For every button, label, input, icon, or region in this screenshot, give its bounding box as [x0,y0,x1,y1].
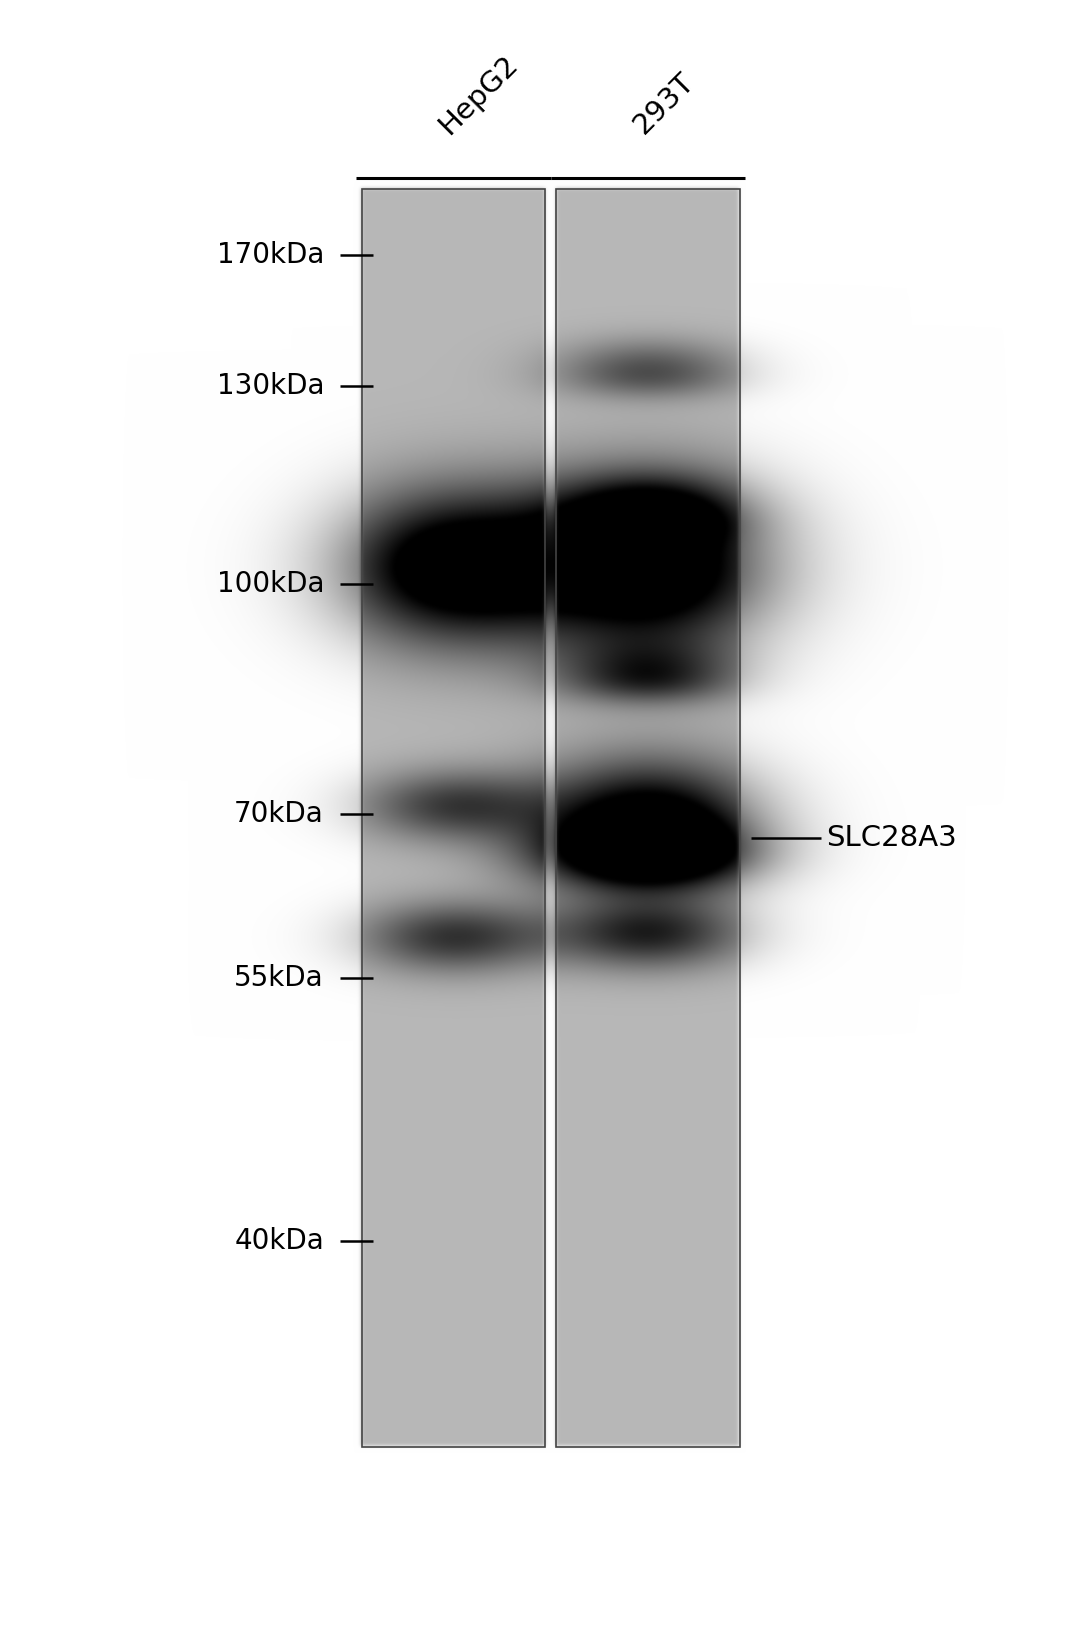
Bar [556,189,740,1447]
Text: HepG2: HepG2 [434,49,524,140]
Text: 170kDa: 170kDa [217,240,324,270]
Bar [362,189,545,1447]
Text: 55kDa: 55kDa [234,963,324,993]
Text: 293T: 293T [629,67,700,140]
Text: 130kDa: 130kDa [216,372,324,401]
Text: 40kDa: 40kDa [234,1226,324,1256]
Text: 70kDa: 70kDa [234,799,324,829]
Text: 100kDa: 100kDa [216,569,324,598]
Text: SLC28A3: SLC28A3 [826,824,957,853]
